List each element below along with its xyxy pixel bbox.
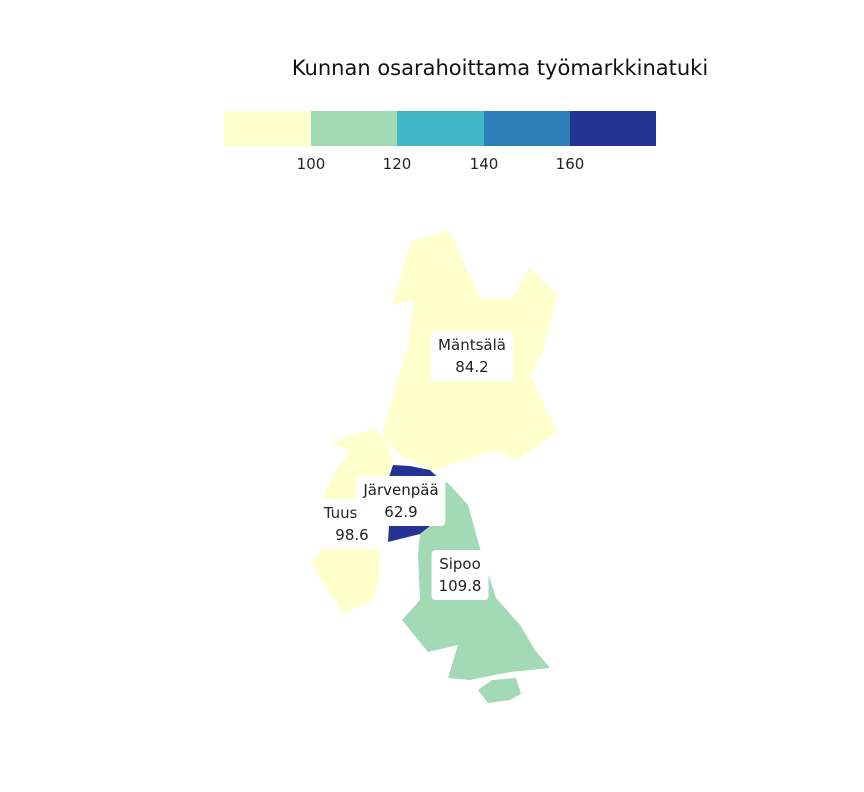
legend-swatch-4 (484, 111, 570, 146)
legend-tick-100: 100 (296, 155, 326, 173)
region-name: Sipoo (439, 555, 481, 573)
region-value: 62.9 (384, 503, 418, 521)
legend-swatch-2 (311, 111, 397, 146)
legend-tick-160: 160 (555, 155, 585, 173)
legend-swatch-3 (397, 111, 484, 146)
region-label-mantsala: Mäntsälä 84.2 (431, 331, 513, 381)
region-name: Järvenpää (363, 481, 439, 499)
legend-tick-140: 140 (469, 155, 499, 173)
region-label-jarvenpaa: Järvenpää 62.9 (356, 476, 446, 526)
region-value: 98.6 (335, 526, 369, 544)
region-label-sipoo: Sipoo 109.8 (431, 550, 489, 600)
region-name: Mäntsälä (438, 336, 506, 354)
region-value: 84.2 (455, 358, 489, 376)
map-title: Kunnan osarahoittama työmarkkinatuki (291, 56, 709, 80)
legend-swatch-5 (570, 111, 656, 146)
legend-tick-120: 120 (382, 155, 412, 173)
legend-swatch-1 (224, 111, 311, 146)
region-value: 109.8 (438, 577, 482, 595)
